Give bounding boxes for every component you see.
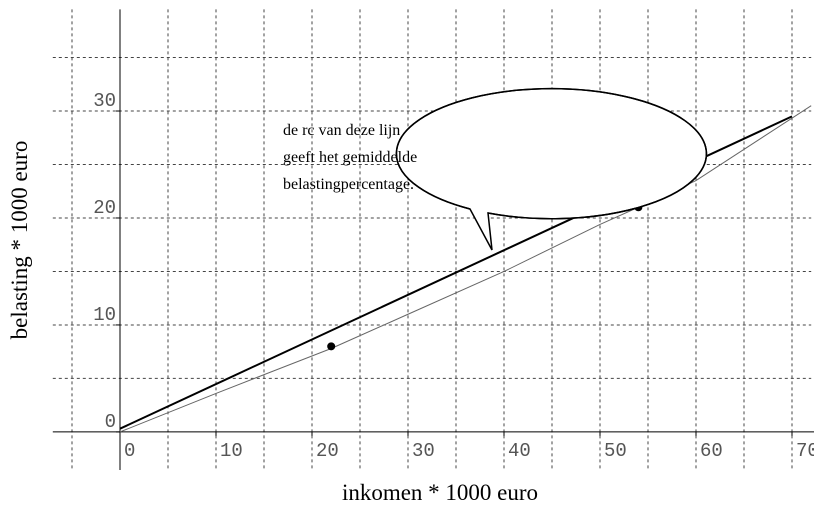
y-tick-label: 30 — [93, 90, 116, 112]
y-tick-label: 20 — [93, 197, 116, 219]
x-axis-title: inkomen * 1000 euro — [342, 480, 538, 505]
x-tick-label: 0 — [124, 440, 135, 462]
x-tick-label: 20 — [316, 440, 339, 462]
y-tick-label: 10 — [93, 304, 116, 326]
x-tick-label: 30 — [412, 440, 435, 462]
x-tick-label: 10 — [220, 440, 243, 462]
point — [327, 342, 336, 351]
annotation: geeft het gemiddelde — [283, 149, 417, 166]
callout — [395, 87, 708, 251]
x-tick-label: 40 — [508, 440, 531, 462]
callout-outline — [395, 87, 708, 220]
annotation: de rc van deze lijn — [283, 122, 400, 139]
y-tick-label: 0 — [105, 411, 116, 433]
x-tick-label: 60 — [700, 440, 723, 462]
x-tick-label: 50 — [604, 440, 627, 462]
x-tick-label: 70 — [796, 440, 814, 462]
y-axis-title: belasting * 1000 euro — [7, 141, 32, 340]
annotation: belastingpercentage. — [283, 176, 414, 193]
